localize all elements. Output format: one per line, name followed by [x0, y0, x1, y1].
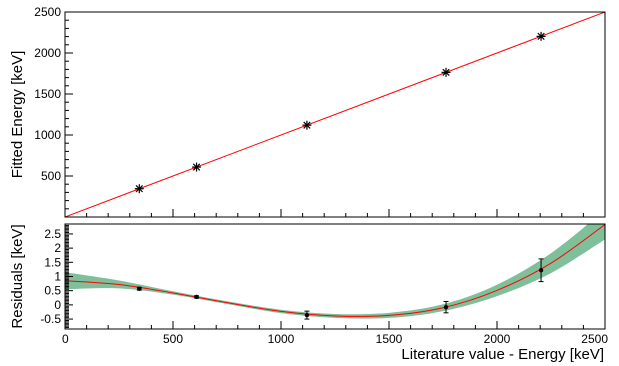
calibration-y-tick-label: 2000: [34, 46, 61, 60]
residual-point: [194, 294, 200, 300]
calibration-point: [302, 120, 312, 130]
calibration-y-tick-label: 2500: [34, 5, 61, 19]
residual-point: [136, 286, 142, 291]
residuals-x-tick-label: 500: [163, 332, 183, 346]
residuals-confidence-band: [65, 224, 605, 319]
calibration-point: [441, 67, 451, 77]
calibration-y-tick-label: 1000: [34, 128, 61, 142]
residual-point: [538, 258, 544, 283]
calibration-point: [192, 162, 202, 172]
residuals-y-tick-label: 0: [54, 298, 61, 312]
residuals-fit-curve: [65, 224, 605, 317]
residuals-y-tick-label: 1: [54, 270, 61, 284]
residual-point: [304, 310, 310, 320]
residuals-x-axis-label: Literature value - Energy [keV]: [401, 346, 604, 363]
residuals-y-tick-label: 2.5: [44, 227, 61, 241]
calibration-plot-frame: [64, 11, 606, 218]
residuals-y-tick-label: 2: [54, 241, 61, 255]
residuals-y-tick-label: 1.5: [44, 255, 61, 269]
residuals-y-tick-label: -0.5: [40, 312, 61, 326]
calibration-point: [134, 184, 144, 194]
residuals-x-tick-label: 1500: [376, 332, 403, 346]
calibration-panel: 500 1000 1500 2000 2500 Fitted Energy [keV]: [9, 5, 606, 218]
residuals-x-tick-label: 0: [62, 332, 69, 346]
residuals-y-axis-label: Residuals [keV]: [9, 224, 26, 328]
residuals-panel: 0 500 1000 1500 2000 2500-0.500.511.522.5 Res…: [9, 223, 608, 363]
residuals-x-tick-label: 2000: [484, 332, 511, 346]
calibration-y-tick-label: 1500: [34, 87, 61, 101]
residuals-x-tick-label: 1000: [268, 332, 295, 346]
calibration-fit-line: [65, 12, 605, 217]
residuals-y-tick-label: 0.5: [44, 284, 61, 298]
calibration-point: [536, 31, 546, 41]
residual-point: [443, 300, 449, 314]
calibration-y-tick-label: 500: [41, 169, 61, 183]
residuals-x-tick-label: 2500: [581, 332, 608, 346]
calibration-y-axis-label: Fitted Energy [keV]: [9, 51, 26, 179]
